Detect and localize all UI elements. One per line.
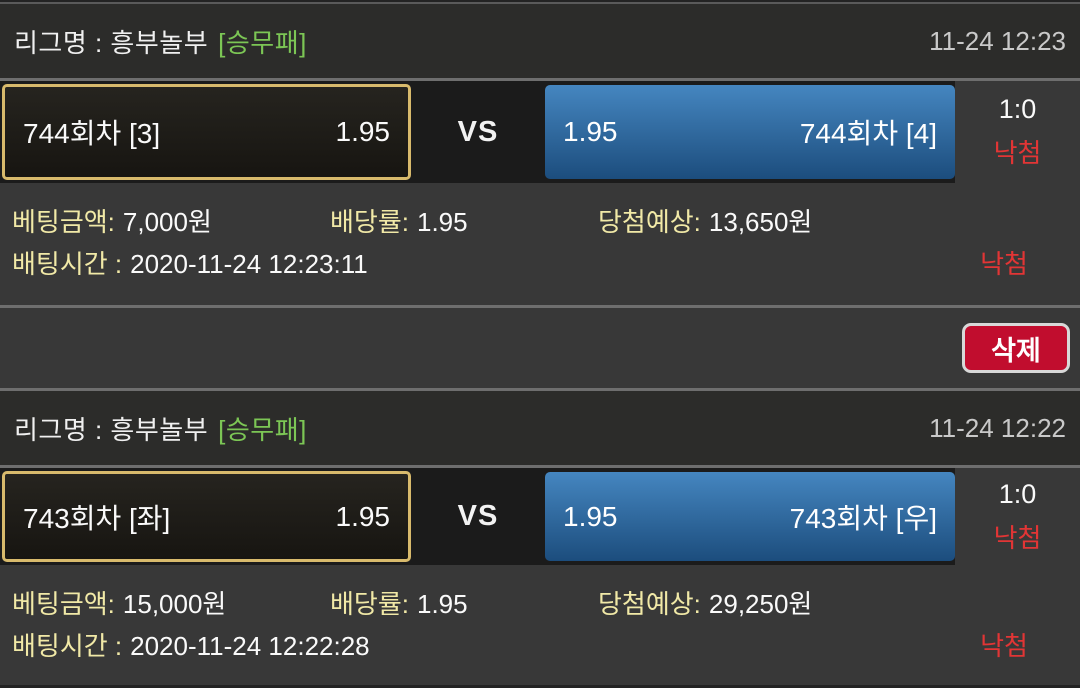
score-cell: 1:0 낙첨 xyxy=(955,81,1080,183)
home-odds: 1.95 xyxy=(335,500,391,532)
bet-info-section: 베팅금액: 7,000원 배당률: 1.95 당첨예상: 13,650원 배팅시간 :… xyxy=(0,183,1080,305)
result-badge: 낙첨 xyxy=(993,138,1042,168)
bet-time: 배팅시간 :2020-11-24 12:23:11 xyxy=(12,247,944,281)
divider xyxy=(0,388,1080,391)
bet-timestamp: 11-24 12:22 xyxy=(929,412,1066,443)
bet-card-2: 리그명 : 흥부놀부 [승무패] 11-24 12:22 743회차 [좌] 1.… xyxy=(0,391,1080,685)
match-score: 1:0 xyxy=(998,94,1037,124)
result-badge: 낙첨 xyxy=(993,522,1042,553)
bet-odds-value: 1.95 xyxy=(416,207,468,237)
bet-info-section: 베팅금액: 15,000원 배당률: 1.95 당첨예상: 29,250원 배팅시간 … xyxy=(0,565,1080,685)
bet-card-2-header: 리그명 : 흥부놀부 [승무패] 11-24 12:22 xyxy=(0,391,1080,465)
delete-row: 삭제 xyxy=(0,308,1080,388)
bet-card-1: 리그명 : 흥부놀부 [승무패] 11-24 12:23 744회차 [3] 1.… xyxy=(0,4,1080,305)
expected-win-value: 13,650원 xyxy=(708,207,813,237)
league-name: 리그명 : 흥부놀부 [승무패] xyxy=(14,23,307,60)
divider xyxy=(0,78,1080,81)
bet-odds-label: 배당률: xyxy=(330,589,409,619)
top-edge-line xyxy=(0,2,1080,4)
bet-amount: 베팅금액: 7,000원 xyxy=(12,205,330,239)
bet-card-1-header: 리그명 : 흥부놀부 [승무패] 11-24 12:23 xyxy=(0,4,1080,78)
match-row: 744회차 [3] 1.95 VS 1.95 744회차 [4] 1:0 낙첨 xyxy=(0,81,1080,183)
top-edge xyxy=(0,0,1080,2)
expected-win-label: 당첨예상: xyxy=(598,207,701,237)
away-odds: 1.95 xyxy=(563,116,618,147)
bet-odds-value: 1.95 xyxy=(416,589,468,619)
match-row: 743회차 [좌] 1.95 VS 1.95 743회차 [우] 1:0 낙첨 xyxy=(0,468,1080,565)
home-selection-box: 743회차 [좌] 1.95 xyxy=(2,471,411,562)
bet-time-label: 배팅시간 : xyxy=(12,631,123,661)
bet-amount-value: 15,000원 xyxy=(122,589,227,619)
bet-amount-value: 7,000원 xyxy=(122,207,212,237)
home-team-name: 744회차 [3] xyxy=(23,118,161,149)
league-label: 리그명 : 흥부놀부 xyxy=(14,27,209,58)
bet-info-line-1: 베팅금액: 7,000원 배당률: 1.95 당첨예상: 13,650원 xyxy=(12,205,1068,239)
divider xyxy=(0,305,1080,308)
away-team-name: 743회차 [우] xyxy=(789,502,937,534)
bet-info-line-1: 베팅금액: 15,000원 배당률: 1.95 당첨예상: 29,250원 xyxy=(12,587,1068,621)
bet-amount-label: 베팅금액: xyxy=(12,589,115,619)
bet-amount: 베팅금액: 15,000원 xyxy=(12,587,330,621)
away-selection-box: 1.95 744회차 [4] xyxy=(545,85,955,179)
away-team-name: 744회차 [4] xyxy=(799,118,937,149)
expected-win-value: 29,250원 xyxy=(708,589,813,619)
league-type-badge: [승무패] xyxy=(218,414,307,445)
home-selection-box: 744회차 [3] 1.95 xyxy=(2,84,411,180)
delete-button[interactable]: 삭제 xyxy=(962,323,1070,373)
vs-label: VS xyxy=(457,115,499,148)
score-cell: 1:0 낙첨 xyxy=(955,468,1080,565)
bet-odds: 배당률: 1.95 xyxy=(330,587,598,621)
expected-win: 당첨예상: 29,250원 xyxy=(598,587,1068,621)
bet-time-value: 2020-11-24 12:23:11 xyxy=(130,249,368,279)
vs-label: VS xyxy=(457,500,499,532)
bet-info-line-2: 배팅시간 :2020-11-24 12:23:11 낙첨 xyxy=(12,247,1068,281)
bet-odds-label: 배당률: xyxy=(330,207,409,237)
league-type-badge: [승무패] xyxy=(218,27,307,58)
bet-info-line-2: 배팅시간 :2020-11-24 12:22:28 낙첨 xyxy=(12,629,1068,663)
bet-time-label: 배팅시간 : xyxy=(12,249,123,279)
expected-win-label: 당첨예상: xyxy=(598,589,701,619)
result-badge-bottom: 낙첨 xyxy=(980,631,1028,661)
away-selection-box: 1.95 743회차 [우] xyxy=(545,472,955,561)
bet-odds: 배당률: 1.95 xyxy=(330,205,598,239)
league-label: 리그명 : 흥부놀부 xyxy=(14,414,209,445)
divider xyxy=(0,465,1080,468)
bet-time-value: 2020-11-24 12:22:28 xyxy=(130,631,370,661)
league-name: 리그명 : 흥부놀부 [승무패] xyxy=(14,410,307,447)
away-odds: 1.95 xyxy=(563,500,618,532)
bet-amount-label: 베팅금액: xyxy=(12,207,115,237)
home-team-name: 743회차 [좌] xyxy=(23,502,171,534)
bet-time: 배팅시간 :2020-11-24 12:22:28 xyxy=(12,629,944,663)
expected-win: 당첨예상: 13,650원 xyxy=(598,205,1068,239)
bet-timestamp: 11-24 12:23 xyxy=(929,25,1066,56)
match-score: 1:0 xyxy=(998,478,1037,509)
home-odds: 1.95 xyxy=(335,116,391,147)
result-badge-bottom: 낙첨 xyxy=(980,249,1028,279)
